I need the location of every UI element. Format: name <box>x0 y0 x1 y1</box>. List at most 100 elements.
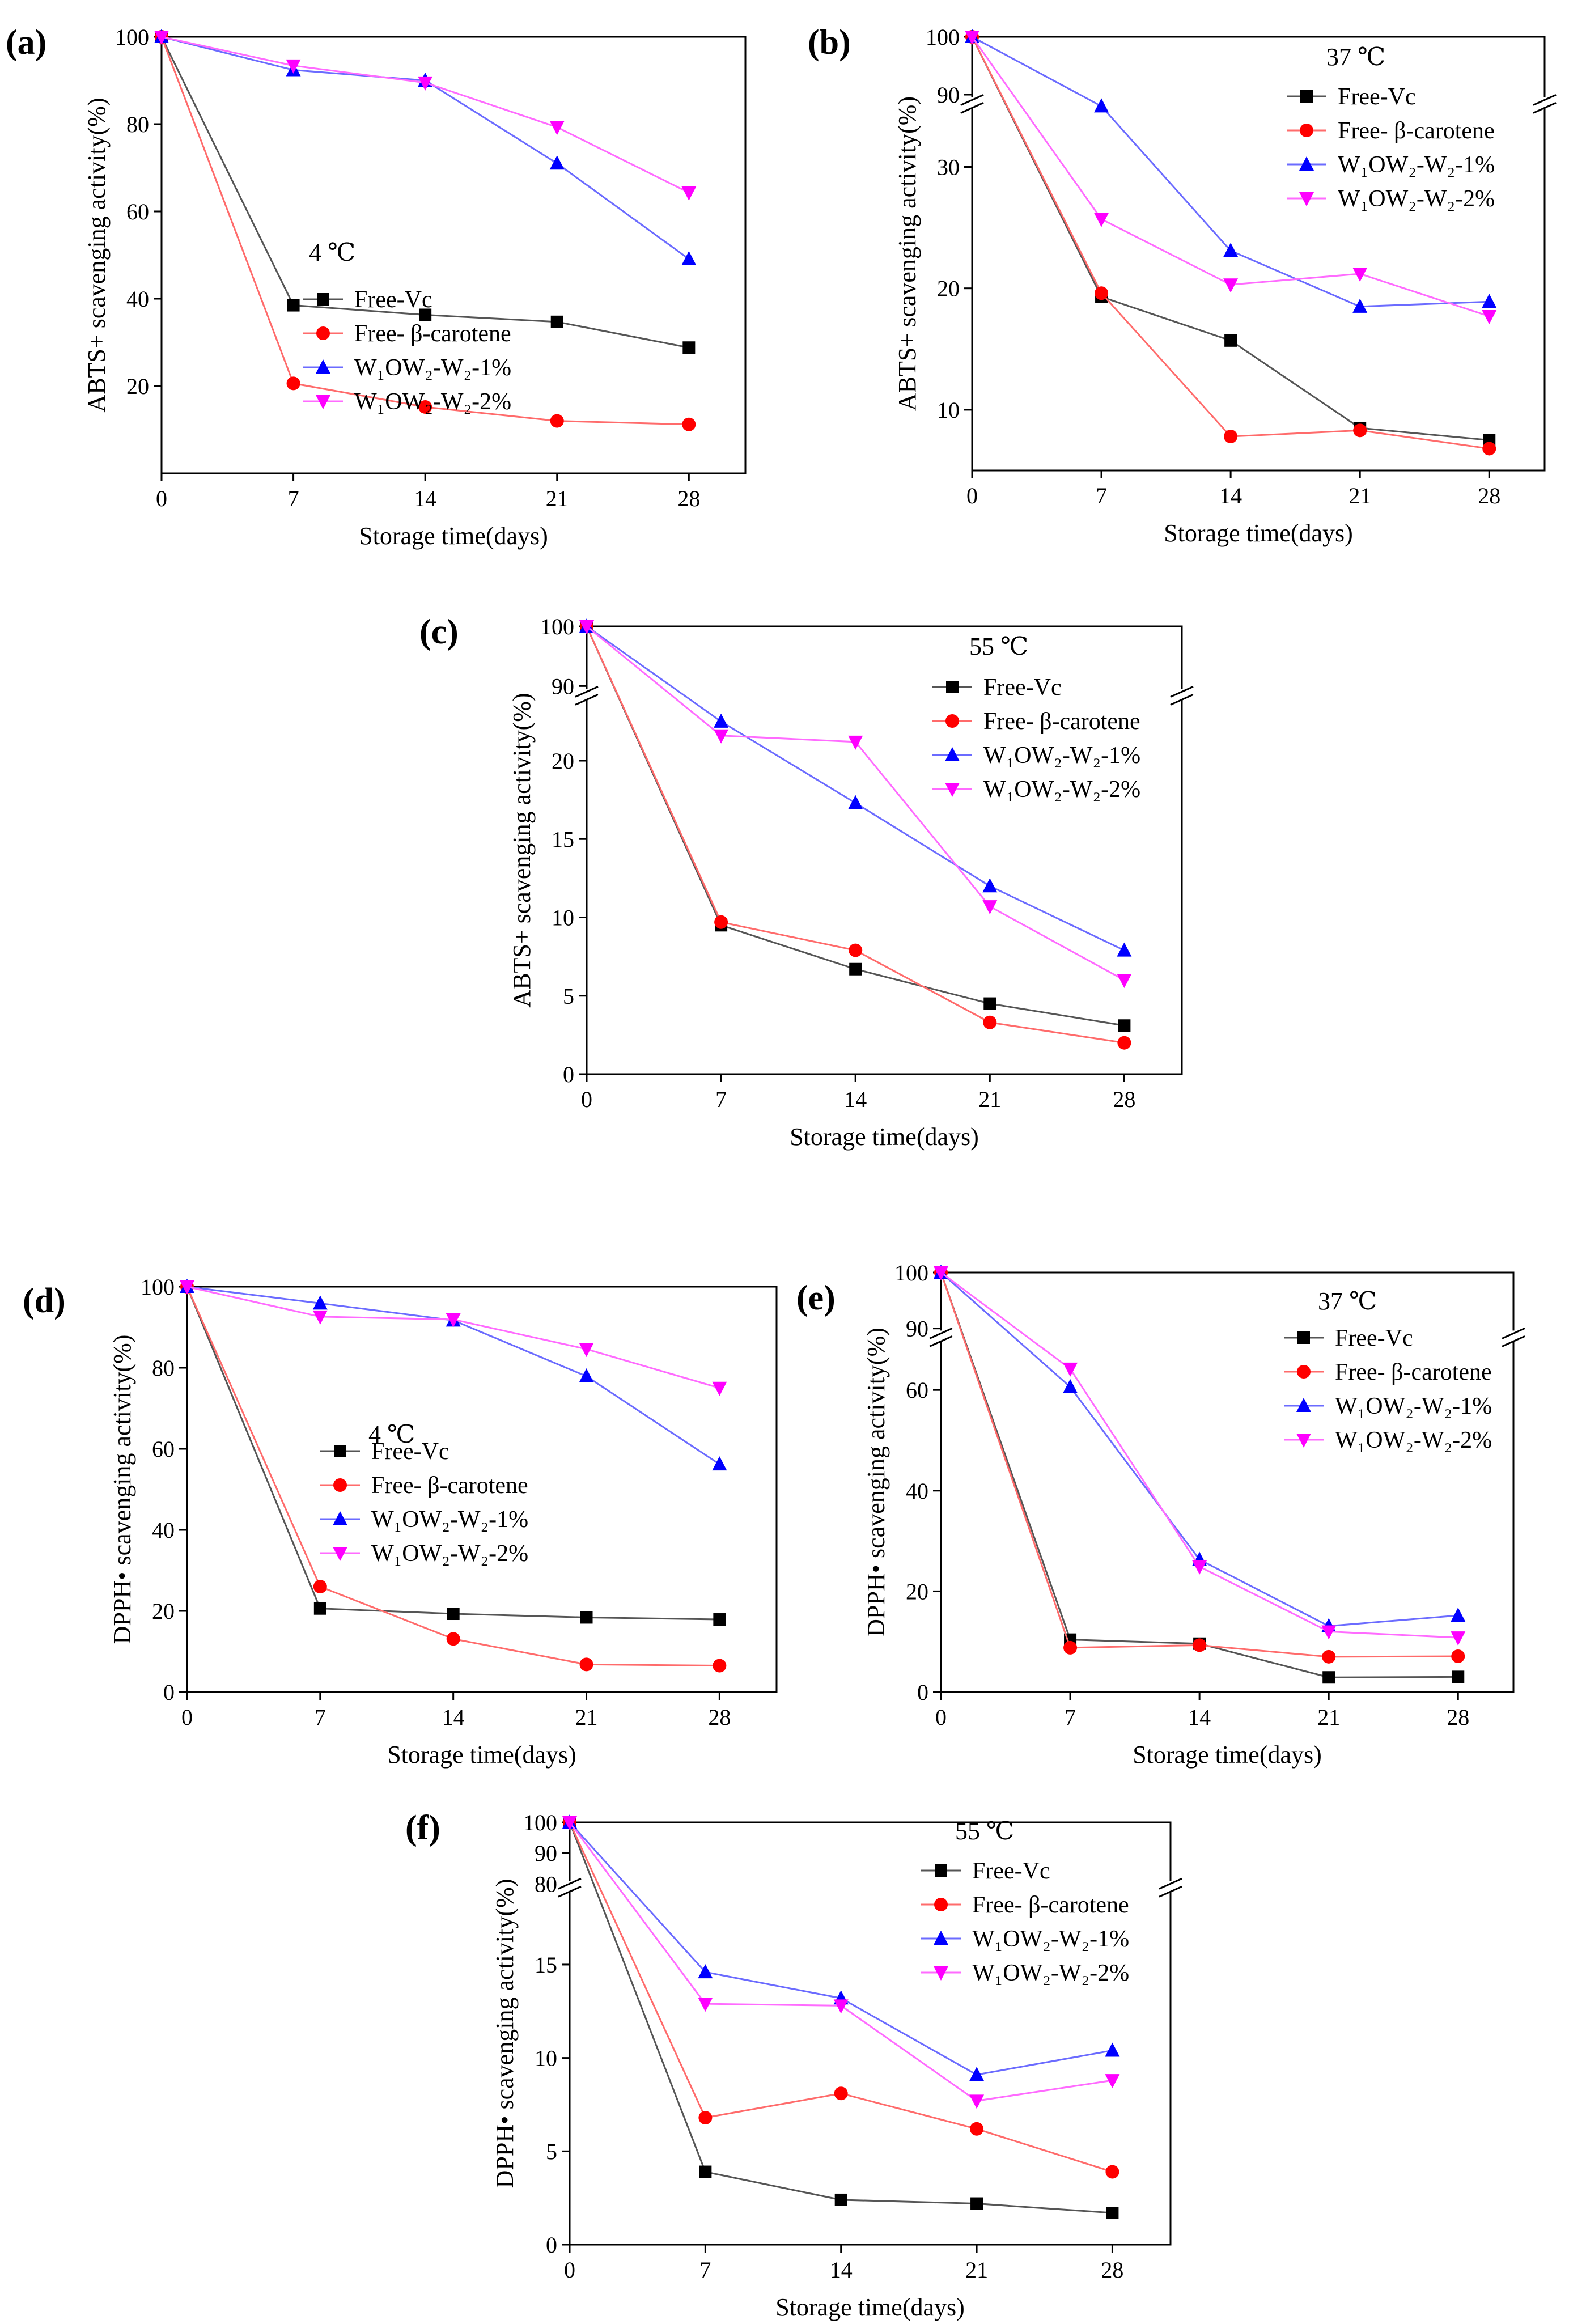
x-axis-title: Storage time(days) <box>387 1741 576 1769</box>
y-tick-label: 0 <box>163 1680 175 1705</box>
legend-label-free_carotene: Free- β-carotene <box>983 709 1140 735</box>
y-tick-label: 60 <box>126 199 149 224</box>
y-tick-label: 80 <box>535 1871 557 1897</box>
y-tick-label: 10 <box>535 2046 557 2071</box>
x-tick-label: 7 <box>315 1704 326 1730</box>
legend-marker-free_carotene <box>945 714 959 728</box>
x-tick-label: 7 <box>288 486 299 511</box>
data-point-w_2-day-7 <box>1063 1362 1078 1377</box>
data-point-w_1-day-28 <box>712 1456 727 1471</box>
x-tick-label: 28 <box>1113 1087 1135 1112</box>
data-point-free_carotene-day-7 <box>714 915 728 929</box>
data-point-free_carotene-day-21 <box>550 414 564 428</box>
data-point-free_vc-day-14 <box>849 962 862 976</box>
legend: Free-Vc Free- β-carotene W₁OW₂-W₂-1% W₁OW₂-… <box>1284 1325 1492 1453</box>
data-point-free_carotene-day-28 <box>1117 1036 1131 1050</box>
axis-break-gap <box>963 97 981 108</box>
axis-break-mark <box>1159 1877 1182 1890</box>
data-point-w_2-day-28 <box>1117 974 1132 989</box>
y-tick-label: 20 <box>937 276 960 302</box>
data-point-w_2-day-14 <box>418 76 433 91</box>
axis-break-gap <box>932 1330 950 1341</box>
panel-label: (a) <box>6 23 46 62</box>
data-point-w_1-day-7 <box>714 713 729 728</box>
x-axis-title: Storage time(days) <box>359 522 548 550</box>
data-point-free_vc-day-21 <box>580 1611 593 1624</box>
temperature-label: 4 ℃ <box>309 239 355 266</box>
axis-break-mark <box>1159 1885 1182 1898</box>
x-tick-label: 21 <box>978 1087 1001 1112</box>
y-tick-label: 90 <box>906 1316 928 1342</box>
axis-break-gap <box>1536 97 1554 108</box>
data-point-free_carotene-day-14 <box>834 2086 848 2101</box>
data-point-w_1-day-21 <box>969 2067 985 2081</box>
data-point-free_carotene-day-7 <box>1063 1640 1078 1655</box>
x-tick-label: 0 <box>564 2257 575 2283</box>
x-tick-label: 0 <box>966 483 978 508</box>
legend-label-w_1: W₁OW₂-W₂-1% <box>354 355 511 381</box>
y-tick-label: 0 <box>546 2232 557 2258</box>
axis-break-mark <box>558 1885 582 1898</box>
legend-marker-free_carotene <box>316 326 330 340</box>
legend-label-free_carotene: Free- β-carotene <box>1338 118 1495 144</box>
data-point-w_2-day-28 <box>681 186 697 201</box>
y-axis-title: DPPH• scavenging activity(%) <box>862 1328 890 1637</box>
data-point-free_carotene-day-7 <box>1095 286 1109 300</box>
data-point-free_carotene-day-28 <box>1451 1649 1465 1663</box>
data-point-w_2-day-14 <box>1192 1560 1207 1575</box>
data-point-w_1-day-21 <box>982 878 998 893</box>
y-tick-label: 20 <box>552 748 574 774</box>
series-line-w_1 <box>161 36 690 260</box>
y-tick-label: 40 <box>152 1517 175 1543</box>
y-tick-label: 10 <box>552 905 574 931</box>
data-point-w_2-day-0 <box>934 1266 948 1280</box>
x-axis-title: Storage time(days) <box>775 2293 965 2321</box>
y-tick-label: 90 <box>535 1840 557 1866</box>
data-point-w_2-day-0 <box>965 31 979 45</box>
data-point-free_carotene-day-7 <box>286 376 300 391</box>
legend-label-w_2: W₁OW₂-W₂-2% <box>1338 186 1495 212</box>
axis-break-gap <box>578 689 596 699</box>
panel-label: (f) <box>405 1809 440 1847</box>
axis-break-mark <box>1170 694 1194 706</box>
legend-label-w_1: W₁OW₂-W₂-1% <box>1338 152 1495 178</box>
data-point-free_vc-day-28 <box>1106 2207 1119 2220</box>
panel-a: 0 7 14 21 28 20 40 60 80 100 Storage time(days) ABT… <box>6 23 747 550</box>
plot-frame <box>160 36 747 474</box>
y-tick-label: 40 <box>906 1478 928 1504</box>
legend-marker-w_1 <box>934 1931 948 1945</box>
x-tick-label: 0 <box>156 486 167 511</box>
y-tick-label: 100 <box>926 24 960 50</box>
panel-f: 0 7 14 21 28 0 5 10 15 80 90 100 Storage time(days) D… <box>405 1809 1182 2321</box>
legend-label-w_1: W₁OW₂-W₂-1% <box>983 743 1140 769</box>
legend-label-w_2: W₁OW₂-W₂-2% <box>371 1541 528 1567</box>
data-point-free_carotene-day-28 <box>1482 442 1496 456</box>
data-point-free_vc-day-28 <box>713 1613 726 1626</box>
y-axis-title: ABTS+ scavenging activity(%) <box>508 693 536 1007</box>
panel-label: (d) <box>23 1282 66 1320</box>
data-point-w_1-day-21 <box>579 1368 594 1383</box>
data-point-free_vc-day-28 <box>1452 1670 1465 1683</box>
data-point-free_carotene-day-14 <box>418 400 432 414</box>
y-tick-label: 5 <box>546 2139 557 2164</box>
legend-marker-w_2 <box>945 783 960 797</box>
y-tick-label: 100 <box>894 1260 928 1286</box>
x-tick-label: 28 <box>1101 2257 1123 2283</box>
data-point-w_2-day-14 <box>1223 278 1239 293</box>
legend-marker-free_vc <box>946 681 959 693</box>
x-tick-label: 0 <box>181 1704 193 1730</box>
plot-frame <box>971 36 1546 472</box>
temperature-label: 4 ℃ <box>368 1420 415 1448</box>
panel-label: (c) <box>419 613 459 651</box>
x-tick-label: 0 <box>581 1087 592 1112</box>
axis-break-mark <box>1502 1328 1525 1339</box>
data-point-w_2-day-21 <box>579 1343 594 1358</box>
data-point-w_1-day-21 <box>549 155 565 170</box>
data-point-free_vc-day-14 <box>834 2193 847 2206</box>
series-line-w_2 <box>161 36 689 194</box>
data-point-free_vc-day-21 <box>550 315 563 328</box>
data-point-free_vc-day-7 <box>313 1602 326 1615</box>
panel-label: (e) <box>796 1279 836 1317</box>
data-point-free_carotene-day-7 <box>313 1580 327 1594</box>
